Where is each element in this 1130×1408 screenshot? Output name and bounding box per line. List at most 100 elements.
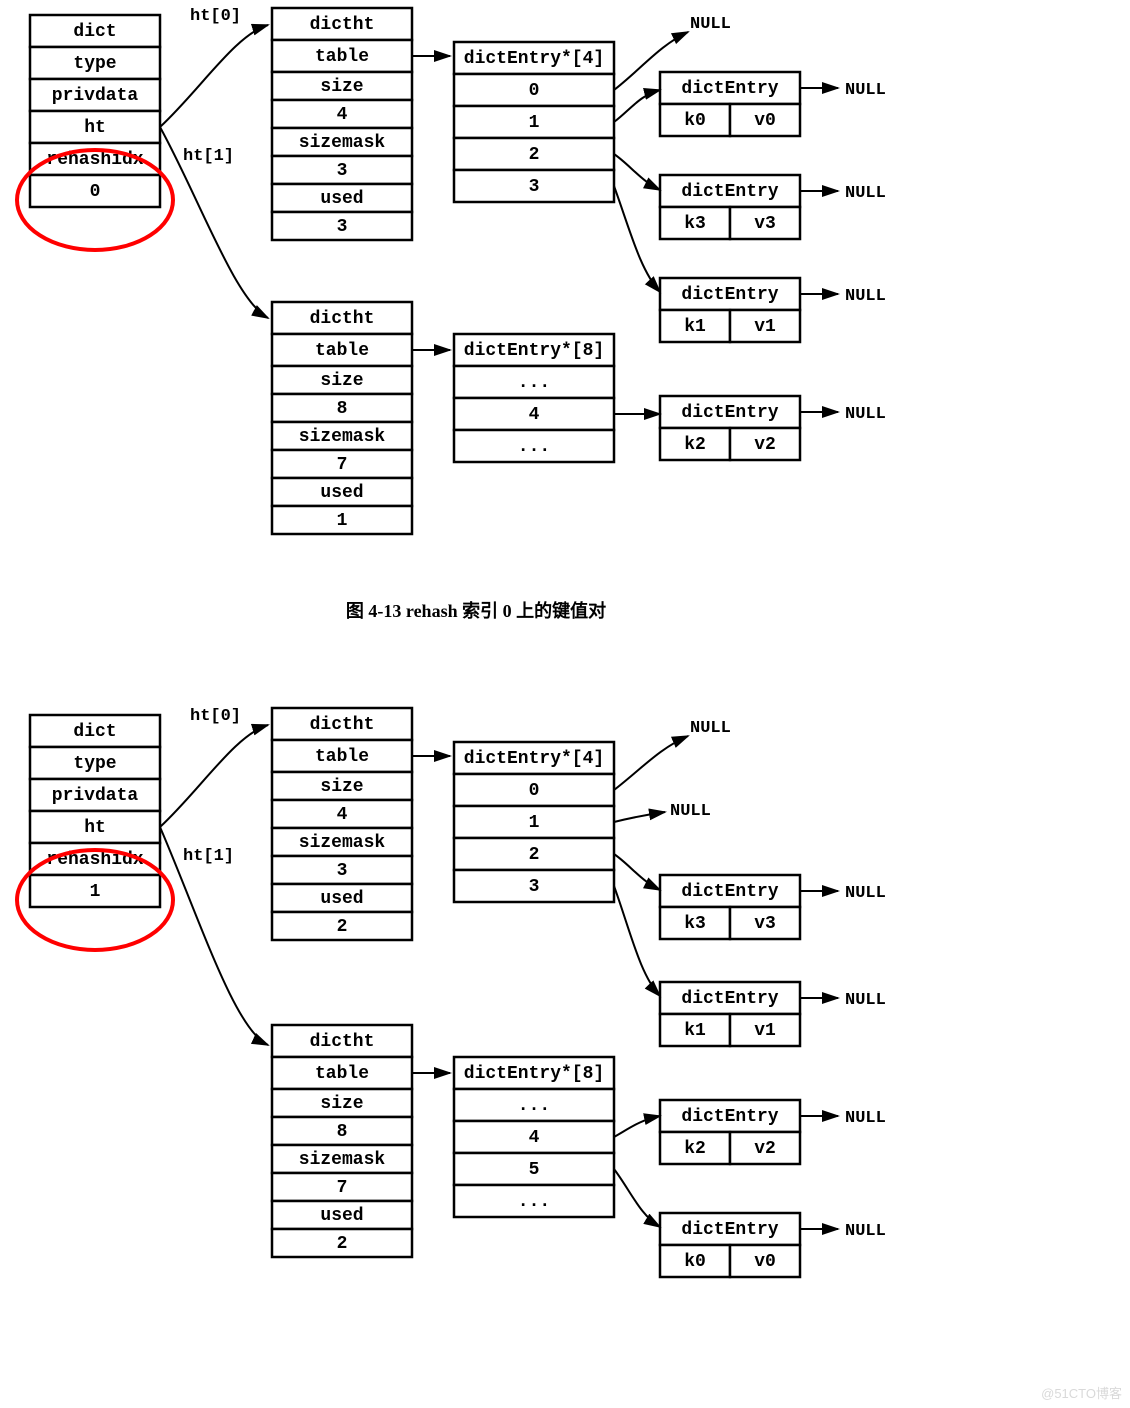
svg-text:dictEntry*[4]: dictEntry*[4]	[464, 49, 604, 69]
svg-text:size: size	[320, 1094, 363, 1114]
svg-text:size: size	[320, 77, 363, 97]
dictentry-2-3: dictEntry k0 v0	[660, 1213, 800, 1277]
svg-text:dictEntry*[8]: dictEntry*[8]	[464, 341, 604, 361]
svg-text:dictEntry*[8]: dictEntry*[8]	[464, 1064, 604, 1084]
svg-text:ht[0]: ht[0]	[190, 707, 241, 726]
svg-text:dictEntry*[4]: dictEntry*[4]	[464, 749, 604, 769]
table-array-1-2: dictEntry*[8] ... 4 5 ...	[454, 1057, 614, 1217]
svg-text:NULL: NULL	[845, 184, 886, 203]
svg-text:k3: k3	[684, 914, 706, 934]
figure-caption: 图 4-13 rehash 索引 0 上的键值对	[346, 600, 606, 621]
svg-text:2: 2	[529, 145, 540, 165]
svg-text:dictht: dictht	[310, 15, 375, 35]
dict-struct-2: dict type privdata ht rehashidx 1	[30, 715, 160, 907]
dictht-0-2: dictht table size 4 sizemask 3 used 2	[272, 708, 412, 940]
svg-text:1: 1	[529, 813, 540, 833]
svg-text:k0: k0	[684, 1252, 706, 1272]
svg-text:dictht: dictht	[310, 715, 375, 735]
dictht-0: dictht table size 4 sizemask 3 used 3	[272, 8, 412, 240]
svg-text:sizemask: sizemask	[299, 1150, 386, 1170]
svg-text:sizemask: sizemask	[299, 833, 386, 853]
dictht-1-2: dictht table size 8 sizemask 7 used 2	[272, 1025, 412, 1257]
dictht-1: dictht table size 8 sizemask 7 used 1	[272, 302, 412, 534]
dictentry-0: dictEntry k0 v0	[660, 72, 800, 136]
table-array-0-2: dictEntry*[4] 0 1 2 3	[454, 742, 614, 902]
dictentry-2-0: dictEntry k3 v3	[660, 875, 800, 939]
svg-text:3: 3	[337, 161, 348, 181]
svg-text:v3: v3	[754, 214, 776, 234]
svg-text:...: ...	[518, 1096, 550, 1116]
svg-text:3: 3	[337, 861, 348, 881]
svg-text:2: 2	[337, 1234, 348, 1254]
svg-text:table: table	[315, 47, 369, 67]
svg-text:NULL: NULL	[670, 802, 711, 821]
svg-text:k0: k0	[684, 111, 706, 131]
svg-text:NULL: NULL	[845, 405, 886, 424]
svg-text:dict: dict	[73, 722, 116, 742]
svg-text:0: 0	[529, 781, 540, 801]
svg-text:used: used	[320, 483, 363, 503]
svg-text:used: used	[320, 1206, 363, 1226]
svg-text:3: 3	[529, 177, 540, 197]
svg-text:NULL: NULL	[845, 884, 886, 903]
svg-text:8: 8	[337, 399, 348, 419]
svg-text:dictEntry: dictEntry	[681, 79, 778, 99]
svg-text:table: table	[315, 1064, 369, 1084]
svg-text:NULL: NULL	[845, 1109, 886, 1128]
edge-label-ht1: ht[1]	[183, 147, 234, 166]
svg-text:v0: v0	[754, 1252, 776, 1272]
svg-text:sizemask: sizemask	[299, 133, 386, 153]
table-array-0: dictEntry*[4] 0 1 2 3	[454, 42, 614, 202]
svg-text:size: size	[320, 777, 363, 797]
svg-text:ht: ht	[84, 818, 106, 838]
svg-text:table: table	[315, 341, 369, 361]
svg-text:dictEntry: dictEntry	[681, 989, 778, 1009]
svg-text:dictEntry: dictEntry	[681, 1107, 778, 1127]
svg-text:4: 4	[337, 105, 348, 125]
svg-text:7: 7	[337, 455, 348, 475]
svg-text:NULL: NULL	[690, 719, 731, 738]
svg-text:dictEntry: dictEntry	[681, 882, 778, 902]
dictentry-1: dictEntry k3 v3	[660, 175, 800, 239]
svg-text:size: size	[320, 371, 363, 391]
svg-text:3: 3	[337, 217, 348, 237]
svg-text:3: 3	[529, 877, 540, 897]
svg-text:v1: v1	[754, 1021, 776, 1041]
svg-text:v3: v3	[754, 914, 776, 934]
svg-text:k1: k1	[684, 1021, 706, 1041]
dictentry-2-1: dictEntry k1 v1	[660, 982, 800, 1046]
svg-text:k1: k1	[684, 317, 706, 337]
figure-1: dict type privdata ht rehashidx 0 ht[0] …	[17, 7, 886, 621]
svg-text:k2: k2	[684, 435, 706, 455]
edge-label-ht0: ht[0]	[190, 7, 241, 26]
dict-rehashidx-value: 0	[90, 182, 101, 202]
svg-text:type: type	[73, 754, 116, 774]
svg-text:2: 2	[337, 917, 348, 937]
svg-text:1: 1	[337, 511, 348, 531]
edge-ht0	[160, 25, 268, 127]
svg-text:k2: k2	[684, 1139, 706, 1159]
svg-text:5: 5	[529, 1160, 540, 1180]
dict-title: dict	[73, 22, 116, 42]
diagram-canvas: dict type privdata ht rehashidx 0 ht[0] …	[0, 0, 1130, 1408]
svg-text:dictEntry: dictEntry	[681, 403, 778, 423]
svg-text:2: 2	[529, 845, 540, 865]
svg-text:8: 8	[337, 1122, 348, 1142]
svg-text:v0: v0	[754, 111, 776, 131]
watermark: @51CTO博客	[1041, 1383, 1122, 1402]
svg-text:...: ...	[518, 437, 550, 457]
svg-text:1: 1	[90, 882, 101, 902]
figure-2: dict type privdata ht rehashidx 1 ht[0] …	[17, 707, 886, 1277]
svg-text:privdata: privdata	[52, 786, 139, 806]
svg-text:v2: v2	[754, 435, 776, 455]
svg-text:dictht: dictht	[310, 1032, 375, 1052]
svg-text:4: 4	[529, 405, 540, 425]
dict-ht: ht	[84, 118, 106, 138]
svg-text:0: 0	[529, 81, 540, 101]
svg-text:sizemask: sizemask	[299, 427, 386, 447]
dict-privdata: privdata	[52, 86, 139, 106]
svg-text:dictEntry: dictEntry	[681, 1220, 778, 1240]
svg-text:NULL: NULL	[845, 1222, 886, 1241]
svg-text:dictEntry: dictEntry	[681, 285, 778, 305]
table-array-1: dictEntry*[8] ... 4 ...	[454, 334, 614, 462]
